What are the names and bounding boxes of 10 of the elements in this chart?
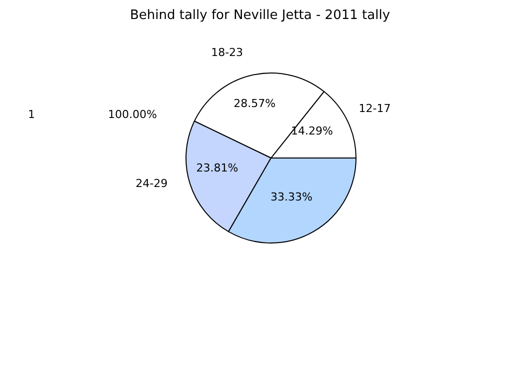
data-label: 28.57% xyxy=(234,96,276,110)
slice-label: 24-29 xyxy=(136,176,168,190)
text: 100.00% xyxy=(108,108,157,121)
slice-label: 12-17 xyxy=(358,102,391,115)
data-label: 14.29% xyxy=(290,124,333,138)
data-label: 33.33% xyxy=(270,190,312,204)
slice-label: 18-23 xyxy=(211,46,244,60)
chart-title: Behind tally for Neville Jetta - 2011 tally xyxy=(128,8,392,25)
data-label: 23.81% xyxy=(196,162,238,175)
text: 1 xyxy=(28,108,35,121)
